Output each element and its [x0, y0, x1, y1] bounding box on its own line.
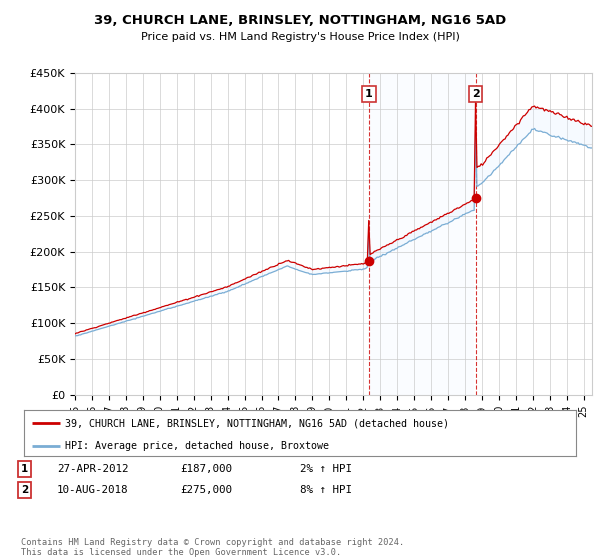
- Text: 39, CHURCH LANE, BRINSLEY, NOTTINGHAM, NG16 5AD: 39, CHURCH LANE, BRINSLEY, NOTTINGHAM, N…: [94, 14, 506, 27]
- Text: HPI: Average price, detached house, Broxtowe: HPI: Average price, detached house, Brox…: [65, 441, 329, 451]
- Text: £275,000: £275,000: [180, 485, 232, 495]
- Text: Price paid vs. HM Land Registry's House Price Index (HPI): Price paid vs. HM Land Registry's House …: [140, 32, 460, 43]
- Text: 2: 2: [21, 485, 28, 495]
- Text: 27-APR-2012: 27-APR-2012: [57, 464, 128, 474]
- Text: 39, CHURCH LANE, BRINSLEY, NOTTINGHAM, NG16 5AD (detached house): 39, CHURCH LANE, BRINSLEY, NOTTINGHAM, N…: [65, 418, 449, 428]
- Text: Contains HM Land Registry data © Crown copyright and database right 2024.
This d: Contains HM Land Registry data © Crown c…: [21, 538, 404, 557]
- Text: 1: 1: [21, 464, 28, 474]
- Text: £187,000: £187,000: [180, 464, 232, 474]
- Text: 1: 1: [365, 89, 373, 99]
- Text: 2% ↑ HPI: 2% ↑ HPI: [300, 464, 352, 474]
- Text: 8% ↑ HPI: 8% ↑ HPI: [300, 485, 352, 495]
- Text: 10-AUG-2018: 10-AUG-2018: [57, 485, 128, 495]
- Text: 2: 2: [472, 89, 479, 99]
